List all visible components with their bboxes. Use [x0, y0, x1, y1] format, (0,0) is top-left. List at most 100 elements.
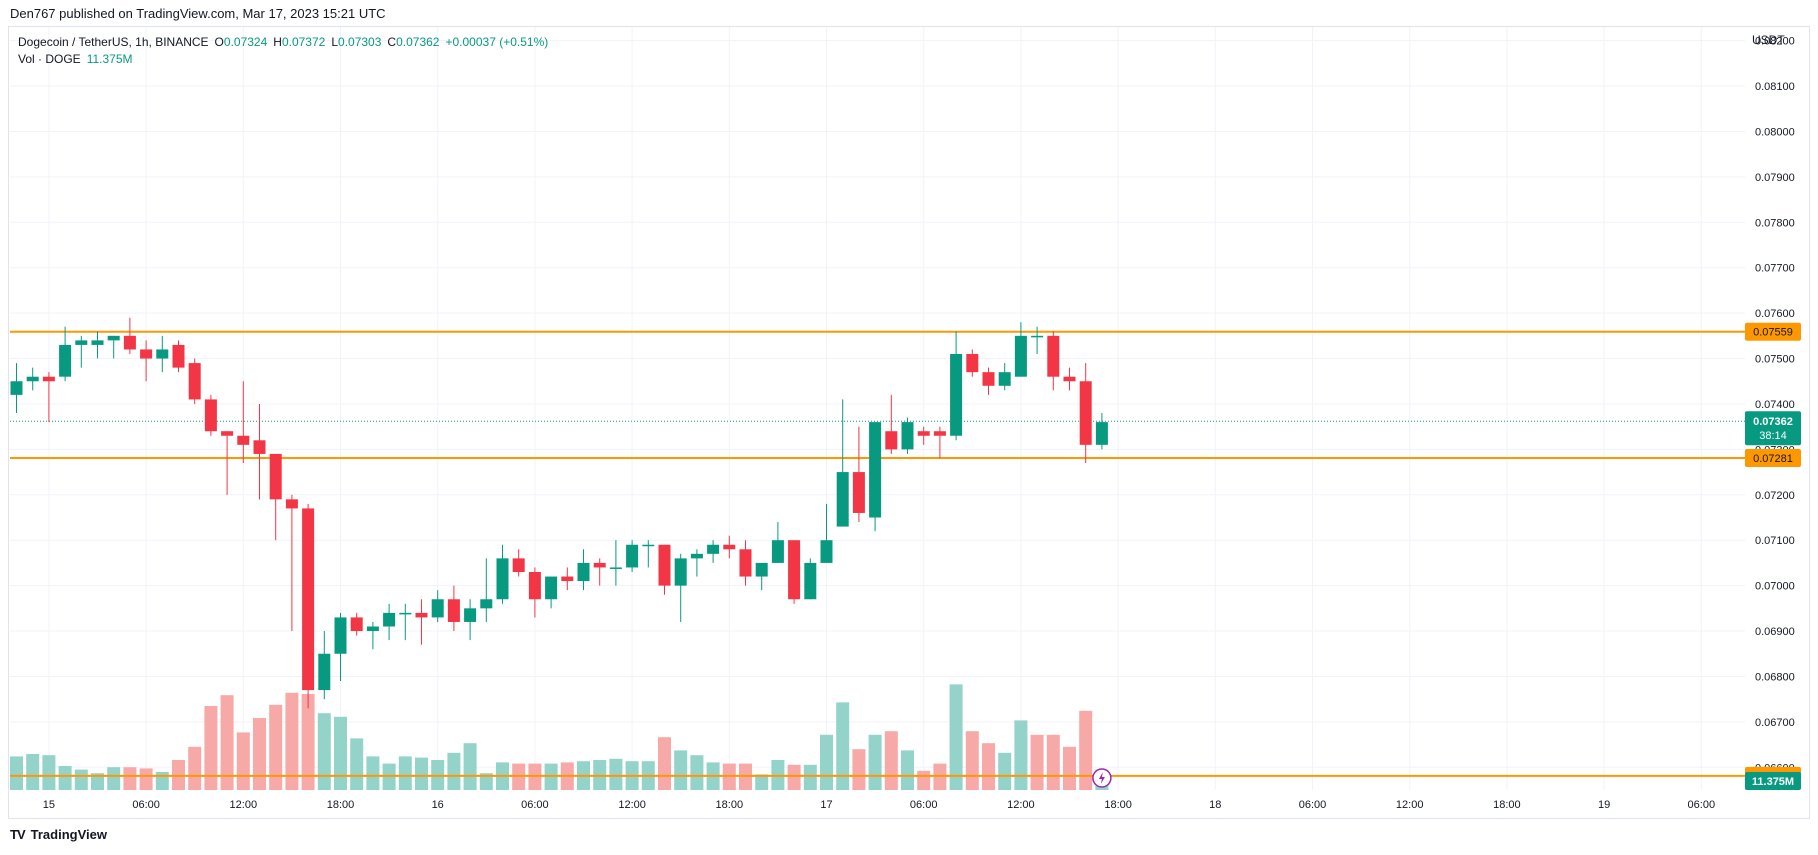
- candle-body: [350, 617, 363, 632]
- candle-body: [642, 544, 655, 547]
- candle-body: [545, 576, 558, 600]
- volume-bar: [26, 754, 40, 790]
- open-label: O: [214, 35, 224, 49]
- time-tick-label: 06:00: [521, 799, 549, 811]
- price-tick-label: 0.07200: [1755, 490, 1795, 502]
- price-tick-label: 0.07000: [1755, 581, 1795, 593]
- volume-bar: [253, 718, 266, 790]
- volume-bar: [91, 773, 104, 790]
- level-price-text: 0.07281: [1753, 453, 1793, 465]
- close-label: C: [387, 35, 397, 49]
- candle-body: [59, 344, 72, 377]
- volume-bar: [58, 766, 72, 790]
- candle-body: [188, 363, 201, 400]
- candle-body: [366, 626, 379, 632]
- volume-bar: [479, 773, 493, 790]
- candle-body: [172, 344, 185, 368]
- candle-body: [512, 558, 525, 572]
- volume-bar: [123, 767, 137, 790]
- price-tick-label: 0.08100: [1755, 81, 1795, 93]
- time-tick-label: 06:00: [910, 799, 938, 811]
- volume-tag-text: 11.375M: [1752, 776, 1794, 788]
- time-tick-label: 18: [1209, 799, 1221, 811]
- candle-body: [820, 540, 833, 563]
- candle-body: [852, 472, 865, 513]
- price-tick-label: 0.07800: [1755, 217, 1795, 229]
- price-tick-label: 0.07100: [1755, 535, 1795, 547]
- candle-body: [1095, 422, 1108, 445]
- time-tick-label: 17: [820, 799, 832, 811]
- open-value: 0.07324: [223, 35, 268, 49]
- price-tick-label: 0.07700: [1755, 263, 1795, 275]
- volume-bar: [755, 774, 769, 790]
- legend: Dogecoin / TetherUS, 1h, BINANCE O0.0732…: [18, 34, 548, 68]
- volume-bar: [820, 734, 833, 790]
- candle-body: [950, 354, 963, 436]
- candles: [10, 317, 1108, 709]
- volume-label[interactable]: Vol · DOGE: [18, 52, 81, 66]
- price-tick-label: 0.06800: [1755, 671, 1795, 683]
- candle-body: [399, 612, 412, 615]
- volume-bar: [334, 716, 347, 790]
- candle-body: [609, 567, 622, 569]
- price-tick-label: 0.06900: [1755, 626, 1795, 638]
- tradingview-brand[interactable]: TV TradingView: [10, 827, 107, 842]
- high-value: 0.07372: [281, 35, 326, 49]
- lightning-icon-glyph: [1098, 772, 1105, 784]
- volume-bar: [917, 770, 931, 790]
- candle-body: [836, 472, 849, 527]
- candle-body: [755, 562, 768, 577]
- candle-body: [528, 572, 541, 600]
- grid-lines: [10, 27, 1745, 790]
- price-tick-label: 0.07900: [1755, 172, 1795, 184]
- candle-body: [1079, 381, 1092, 445]
- candle-body: [221, 431, 234, 436]
- volume-bar: [447, 752, 461, 790]
- last-price-tag: [1745, 411, 1801, 446]
- candle-body: [107, 335, 120, 341]
- volume-bar: [982, 743, 995, 790]
- candle-body: [561, 576, 574, 582]
- time-tick-label: 18:00: [1104, 799, 1132, 811]
- time-tick-label: 06:00: [132, 799, 160, 811]
- price-tick-label: 0.07500: [1755, 354, 1795, 366]
- candle-body: [269, 453, 282, 500]
- candle-body: [285, 499, 298, 509]
- tradingview-logo-icon: TV: [10, 827, 26, 842]
- brand-name: TradingView: [30, 827, 107, 842]
- price-axis: 0.08200 0.08100 0.08000 0.07900 0.07800 0.077…: [1755, 36, 1795, 775]
- candle-body: [156, 349, 169, 359]
- volume-bar: [366, 756, 380, 790]
- last-price-text: 0.07362: [1753, 416, 1793, 428]
- candle-body: [1031, 335, 1044, 338]
- published-by-header: Den767 published on TradingView.com, Mar…: [10, 6, 386, 21]
- candle-body: [739, 549, 752, 577]
- time-tick-label: 12:00: [230, 799, 258, 811]
- time-tick-label: 16: [432, 799, 444, 811]
- candle-body: [253, 440, 266, 454]
- candle-body: [1047, 335, 1060, 377]
- candle-body: [204, 399, 217, 432]
- volume-bar: [1063, 746, 1076, 790]
- candle-body: [302, 508, 315, 691]
- symbol-title[interactable]: Dogecoin / TetherUS, 1h, BINANCE: [18, 35, 209, 49]
- candle-body: [334, 617, 347, 654]
- volume-bar: [74, 769, 88, 790]
- candle-body: [447, 599, 460, 622]
- volume-bars: [10, 684, 1109, 790]
- volume-bar: [836, 702, 850, 790]
- candle-body: [788, 540, 801, 600]
- candle-body: [318, 653, 331, 691]
- candle-body: [804, 562, 817, 600]
- time-tick-label: 18:00: [327, 799, 355, 811]
- candle-body: [723, 544, 736, 550]
- candle-body: [885, 431, 898, 450]
- volume-bar: [42, 755, 56, 790]
- candle-body: [464, 608, 477, 622]
- volume-bar: [868, 734, 882, 790]
- candle-body: [140, 349, 153, 359]
- volume-bar: [1046, 734, 1060, 790]
- candle-body: [982, 372, 995, 386]
- volume-bar: [901, 750, 914, 790]
